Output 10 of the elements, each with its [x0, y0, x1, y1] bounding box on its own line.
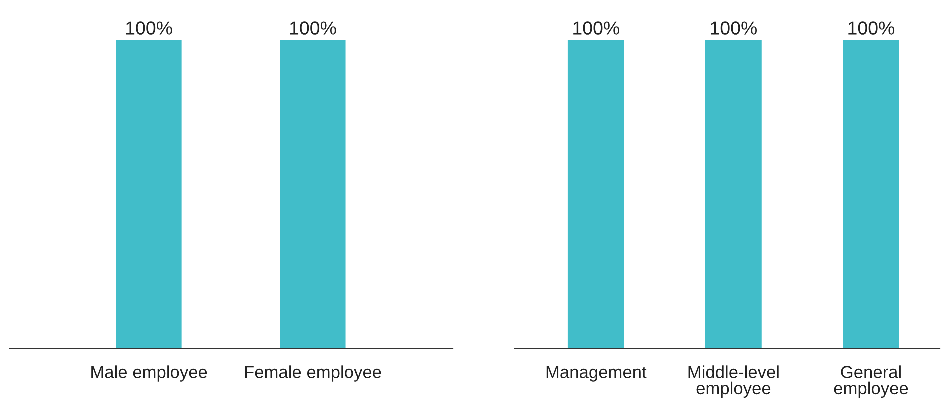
data-label: 100%	[574, 22, 620, 35]
x-tick-label: Management	[546, 366, 647, 382]
data-label: 100%	[711, 22, 757, 35]
data-label: 100%	[126, 22, 172, 35]
data-label: 100%	[848, 22, 895, 35]
x-tick-label: Middle-level employee	[688, 366, 779, 398]
x-tick-label: Male employee	[92, 366, 208, 382]
x-tick-label: General employee	[834, 366, 908, 398]
data-label: 100%	[290, 22, 336, 35]
x-tick-label: Female employee	[245, 366, 382, 382]
